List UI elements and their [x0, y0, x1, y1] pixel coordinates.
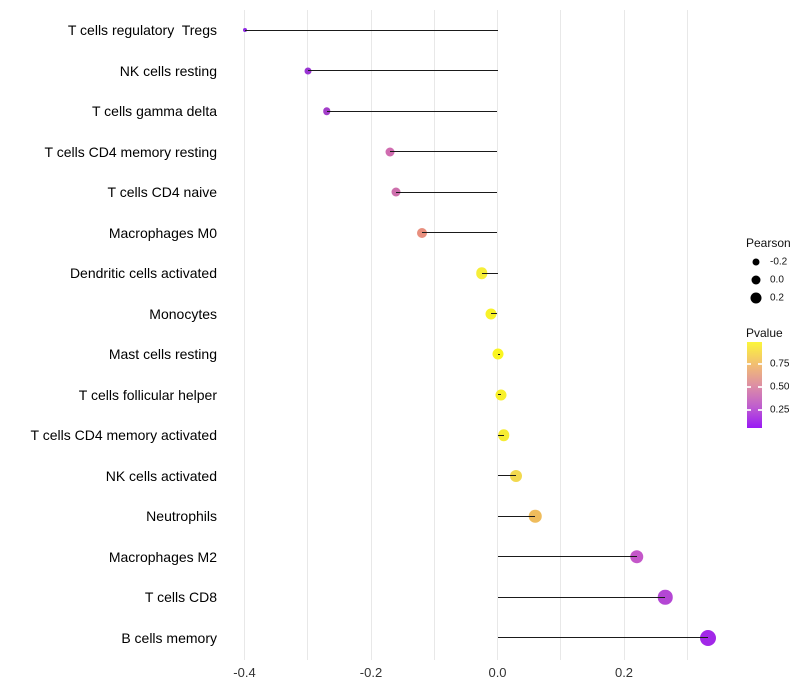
- y-axis-label: Macrophages M0: [108, 224, 217, 241]
- lollipop-stem: [497, 394, 501, 396]
- y-axis-label: Mast cells resting: [108, 346, 217, 363]
- gridline: [623, 10, 625, 660]
- x-tick-label: 0.2: [614, 665, 634, 680]
- lollipop-dot: [657, 590, 673, 605]
- lollipop-dot: [498, 429, 510, 441]
- gridline: [307, 10, 309, 660]
- y-axis-label: T cells CD4 memory activated: [30, 427, 217, 444]
- pvalue-legend-title: Pvalue: [746, 326, 783, 340]
- pvalue-gradient-tick: [758, 385, 762, 388]
- pearson-legend-dot: [750, 292, 762, 304]
- lollipop-stem: [497, 556, 637, 558]
- lollipop-stem: [421, 232, 498, 234]
- lollipop-stem: [497, 353, 500, 355]
- y-axis-label: NK cells activated: [105, 467, 217, 484]
- lollipop-stem: [497, 637, 709, 639]
- gridline: [560, 10, 562, 660]
- y-axis-label: T cells regulatory Tregs: [67, 22, 217, 38]
- pearson-legend-dot: [751, 275, 761, 285]
- pvalue-legend-label: 0.75: [770, 358, 790, 370]
- pvalue-gradient-tick: [758, 408, 762, 411]
- lollipop-stem: [481, 272, 498, 274]
- pearson-legend-label: 0.0: [770, 274, 784, 286]
- y-axis-label: T cells CD4 naive: [107, 184, 217, 201]
- lollipop-stem: [497, 434, 504, 436]
- lollipop-stem: [497, 596, 666, 598]
- lollipop-stem: [497, 515, 536, 517]
- lollipop-stem: [326, 110, 498, 112]
- lollipop-stem: [244, 29, 498, 31]
- x-tick-label: -0.2: [359, 665, 383, 680]
- pearson-legend-label: -0.2: [770, 256, 788, 268]
- x-tick-label: -0.4: [233, 665, 256, 680]
- lollipop-dot: [510, 469, 523, 482]
- gridline: [433, 10, 435, 660]
- pvalue-gradient-tick: [747, 385, 751, 388]
- lollipop-dot: [495, 389, 507, 401]
- y-axis-label: Monocytes: [149, 305, 217, 322]
- gridline: [497, 10, 498, 660]
- pvalue-gradient-tick: [747, 362, 751, 365]
- y-axis-label: Dendritic cells activated: [69, 265, 217, 282]
- pearson-legend-dot: [752, 258, 760, 266]
- lollipop-dot: [700, 629, 717, 646]
- lollipop-stem: [497, 475, 517, 477]
- y-axis-label: Neutrophils: [146, 508, 217, 525]
- lollipop-stem: [491, 313, 498, 315]
- lollipop-dot: [629, 550, 644, 564]
- gridline: [370, 10, 372, 660]
- lollipop-stem: [307, 70, 498, 72]
- y-axis-label: NK cells resting: [119, 62, 217, 79]
- lollipop-stem: [396, 191, 498, 193]
- y-axis-label: T cells follicular helper: [78, 386, 217, 403]
- pearson-legend-label: 0.2: [770, 292, 784, 304]
- pvalue-legend-label: 0.50: [770, 381, 790, 393]
- pearson-legend-title: Pearson: [746, 236, 791, 250]
- lollipop-dot: [529, 509, 542, 523]
- pvalue-gradient-tick: [758, 362, 762, 365]
- y-axis-label: B cells memory: [121, 629, 217, 646]
- pvalue-gradient-tick: [747, 408, 751, 411]
- pvalue-legend-label: 0.25: [770, 404, 790, 415]
- y-axis-label: T cells CD4 memory resting: [44, 143, 217, 160]
- y-axis-label: Macrophages M2: [108, 548, 217, 565]
- y-axis-label: T cells gamma delta: [91, 103, 217, 120]
- y-axis-label: T cells CD8: [144, 589, 217, 606]
- x-tick-label: 0.0: [488, 665, 507, 680]
- gridline: [686, 10, 688, 660]
- lollipop-stem: [389, 151, 498, 153]
- gridline: [244, 10, 245, 660]
